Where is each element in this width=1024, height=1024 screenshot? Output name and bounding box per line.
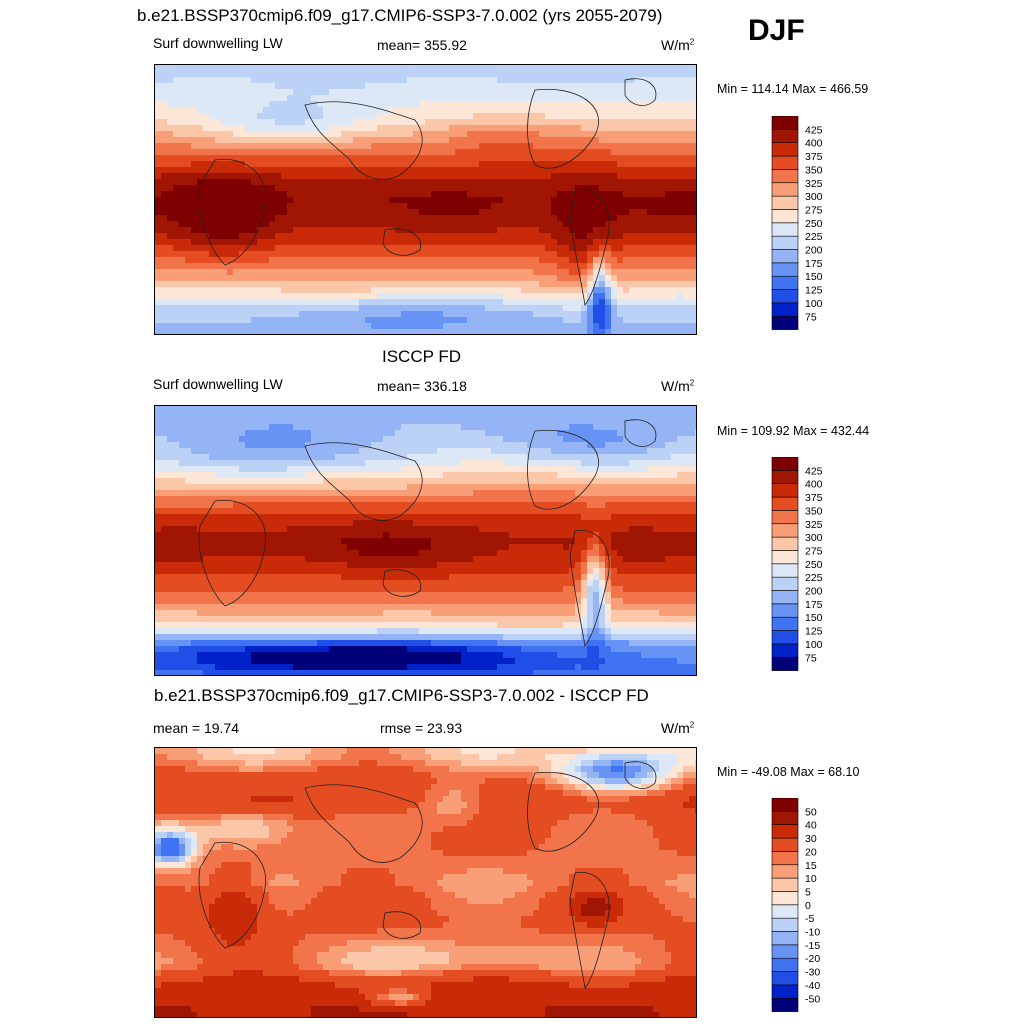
svg-text:125: 125 [805,285,823,297]
panel3-title: b.e21.BSSP370cmip6.f09_g17.CMIP6-SSP3-7.… [154,686,649,705]
panel2-units-label: W/m2 [661,378,695,394]
panel1-map [154,64,697,335]
panel1-heatmap [155,65,696,334]
panel3-heatmap [155,748,696,1017]
panel3-colorbar: -50 -40 -30 -20 -15 -10 -5 0 5 10 15 20 30 40 50 [771,797,841,1018]
panel2-variable-label: Surf downwelling LW [153,376,283,392]
panel1-variable-label: Surf downwelling LW [153,35,283,51]
svg-text:100: 100 [805,298,823,310]
panel3-map [154,747,697,1018]
svg-text:250: 250 [805,218,823,230]
panel3-minmax-label: Min = -49.08 Max = 68.10 [717,765,860,779]
svg-text:325: 325 [805,178,823,190]
panel1-units-label: W/m2 [661,37,695,53]
panel1-mean-label: mean= 355.92 [377,37,467,53]
svg-text:375: 375 [805,151,823,163]
season-label: DJF [748,14,805,47]
panel2-title: ISCCP FD [382,347,462,366]
svg-text:350: 350 [805,164,823,176]
svg-text:425: 425 [805,124,823,136]
panel1-colorbar: 75 100 125 150 175 200 225 250 275 300 325 350 375 40… [771,115,841,336]
svg-text:200: 200 [805,245,823,257]
panel3-mean-label: mean = 19.74 [153,720,240,736]
svg-text:150: 150 [805,271,823,283]
svg-text:225: 225 [805,231,823,243]
panel2-colorbar: 75 100 125 150 175 200 225 250 275 300 325 350 375 40… [771,456,841,677]
panel2-map [154,405,697,676]
svg-text:275: 275 [805,204,823,216]
figure-title: b.e21.BSSP370cmip6.f09_g17.CMIP6-SSP3-7.… [137,6,663,25]
panel2-minmax-label: Min = 109.92 Max = 432.44 [717,424,870,438]
panel2-heatmap [155,406,696,675]
svg-text:175: 175 [805,258,823,270]
svg-text:300: 300 [805,191,823,203]
panel1-minmax-label: Min = 114.14 Max = 466.59 [717,82,869,96]
panel2-mean-label: mean= 336.18 [377,378,467,394]
svg-text:400: 400 [805,138,823,150]
panel3-rmse-label: rmse = 23.93 [380,720,463,736]
svg-text:75: 75 [805,311,817,323]
panel3-units-label: W/m2 [661,720,695,736]
